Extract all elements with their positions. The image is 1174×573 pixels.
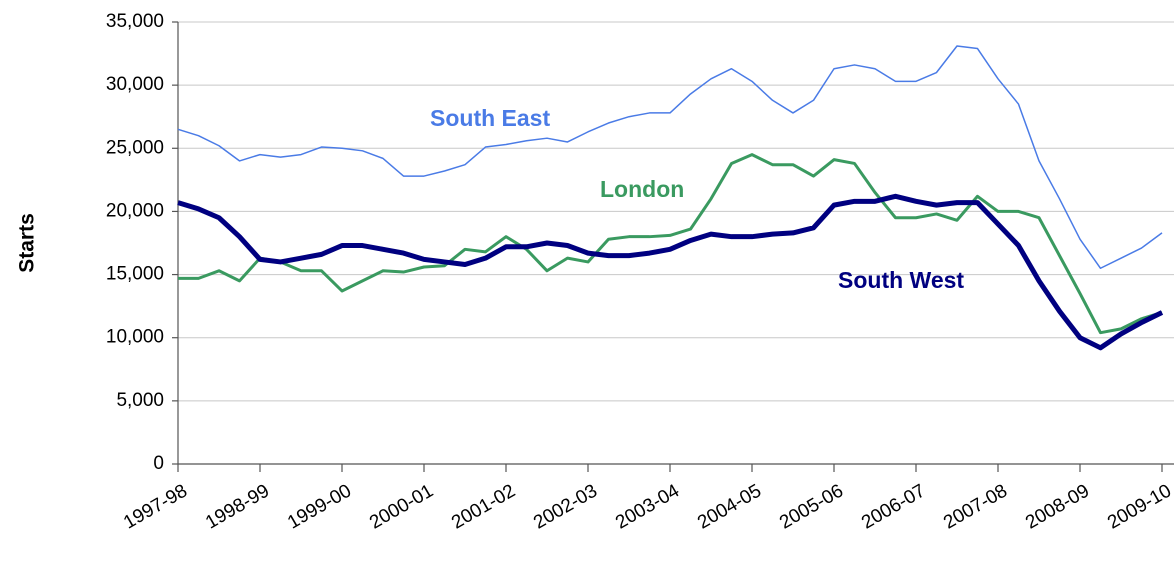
y-tick-label: 35,000 (106, 11, 164, 32)
x-tick-label: 1999-00 (284, 480, 355, 533)
y-tick-label: 10,000 (106, 327, 164, 348)
y-tick-label: 0 (153, 453, 164, 474)
y-tick-label: 15,000 (106, 264, 164, 285)
x-tick-label: 1997-98 (120, 480, 191, 533)
series-line (178, 153, 1163, 335)
x-tick-label: 2003-04 (612, 480, 683, 533)
series-line (177, 193, 1164, 351)
series-label: South West (838, 267, 964, 293)
x-tick-label: 2006-07 (858, 480, 929, 533)
y-axis-label: Starts (16, 213, 39, 273)
y-tick-label: 5,000 (116, 390, 164, 411)
series-line (177, 45, 1163, 270)
x-tick-label: 2004-05 (694, 480, 765, 533)
x-tick-label: 2002-03 (530, 480, 601, 533)
series-label: South East (430, 105, 550, 131)
series-label: London (600, 176, 684, 202)
x-tick-label: 1998-99 (202, 480, 273, 533)
y-tick-label: 30,000 (106, 74, 164, 95)
x-tick-label: 2009-10 (1104, 480, 1174, 533)
x-tick-label: 2007-08 (940, 480, 1011, 533)
x-tick-label: 2001-02 (448, 480, 519, 533)
y-tick-label: 25,000 (106, 137, 164, 158)
x-tick-label: 2000-01 (366, 480, 437, 533)
y-tick-label: 20,000 (106, 200, 164, 221)
x-tick-label: 2008-09 (1022, 480, 1093, 533)
x-tick-label: 2005-06 (776, 480, 847, 533)
